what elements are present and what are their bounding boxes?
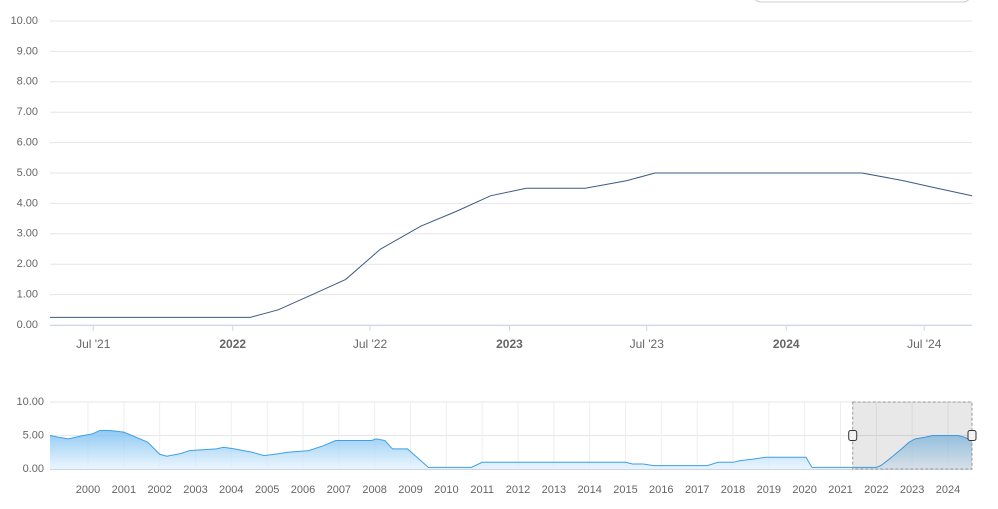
x-tick-label: 2014: [577, 484, 601, 496]
x-tick-label: 2010: [434, 484, 458, 496]
x-tick-label: 2022: [219, 337, 246, 351]
x-tick-label: 2000: [76, 484, 100, 496]
x-tick-label: 2024: [773, 337, 800, 351]
range-input-box[interactable]: [753, 0, 971, 3]
series-line: [50, 172, 973, 318]
navigator-selection[interactable]: [852, 401, 973, 470]
x-tick-label: 2022: [864, 484, 888, 496]
x-tick-label: 2017: [685, 484, 709, 496]
x-tick-label: 2007: [327, 484, 351, 496]
x-tick-label: 2015: [613, 484, 637, 496]
y-tick-label: 3.00: [17, 228, 38, 240]
x-tick-label: 2003: [183, 484, 207, 496]
x-tick-label: 2002: [147, 484, 171, 496]
y-tick-label: 0.00: [17, 319, 38, 331]
x-tick-label: Jul '24: [907, 337, 942, 351]
x-tick-label: 2013: [542, 484, 566, 496]
x-tick-label: Jul '21: [76, 337, 111, 351]
navigator-handle[interactable]: [848, 430, 858, 441]
x-tick-label: 2011: [470, 484, 494, 496]
y-tick-label: 0.00: [23, 463, 44, 475]
x-tick-label: 2009: [398, 484, 422, 496]
x-tick-label: Jul '23: [630, 337, 665, 351]
y-tick-label: 10.00: [16, 396, 44, 408]
x-tick-label: 2001: [112, 484, 136, 496]
area-fill: [50, 430, 972, 469]
x-tick-label: 2023: [496, 337, 523, 351]
x-tick-label: 2016: [649, 484, 673, 496]
x-tick-label: Jul '22: [353, 337, 388, 351]
y-tick-label: 4.00: [17, 197, 38, 209]
x-tick-label: 2012: [506, 484, 530, 496]
x-tick-label: 2020: [792, 484, 816, 496]
y-tick-label: 8.00: [17, 76, 38, 88]
x-tick-label: 2018: [721, 484, 745, 496]
x-tick-label: 2023: [900, 484, 924, 496]
x-tick-label: 2021: [828, 484, 852, 496]
area-line: [49, 429, 973, 468]
y-tick-label: 1.00: [17, 289, 38, 301]
y-tick-label: 6.00: [17, 137, 38, 149]
y-tick-label: 5.00: [17, 167, 38, 179]
y-tick-label: 9.00: [17, 45, 38, 57]
x-tick-label: 2005: [255, 484, 279, 496]
y-tick-label: 5.00: [23, 429, 44, 441]
x-tick-label: 2019: [757, 484, 781, 496]
navigator-handle[interactable]: [967, 430, 977, 441]
x-tick-label: 2024: [936, 484, 960, 496]
y-tick-label: 10.00: [10, 15, 38, 27]
y-tick-label: 2.00: [17, 258, 38, 270]
x-tick-label: 2008: [362, 484, 386, 496]
y-tick-label: 7.00: [17, 106, 38, 118]
x-tick-label: 2004: [219, 484, 243, 496]
x-tick-label: 2006: [291, 484, 315, 496]
